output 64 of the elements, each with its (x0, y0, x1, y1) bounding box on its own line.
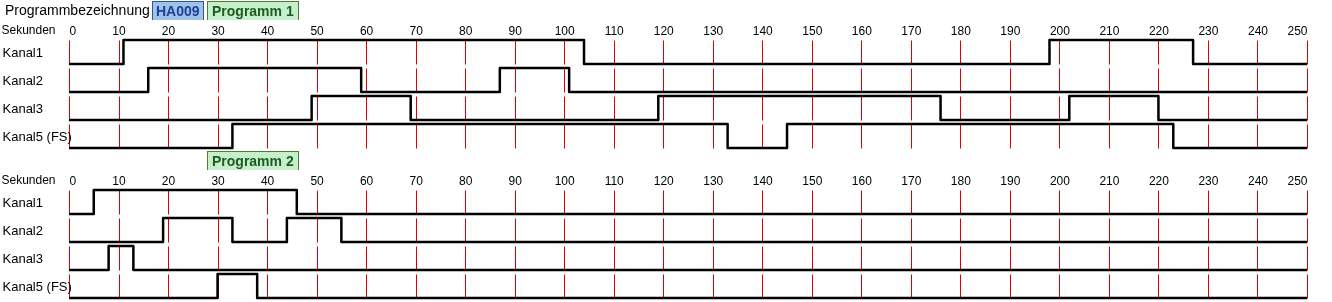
x-tick-label: 40 (260, 173, 275, 188)
x-tick-label: 60 (359, 173, 374, 188)
y-axis-title: Kanal1 (2, 44, 43, 60)
y-axis-title: Kanal2 (2, 222, 43, 238)
x-tick-label: 10 (112, 173, 127, 188)
x-tick-label: 230 (1198, 23, 1219, 38)
x-tick-label: 150 (802, 173, 823, 188)
x-tick-label: 120 (653, 23, 675, 38)
x-tick-label: 210 (1099, 173, 1120, 188)
x-tick-label: 90 (508, 23, 523, 38)
x-tick-label: 70 (409, 173, 424, 188)
x-tick-label: 160 (851, 173, 873, 188)
x-axis-title: Sekunden (1, 172, 56, 187)
y-axis-title: Kanal3 (2, 250, 43, 266)
x-tick-label: 210 (1099, 23, 1120, 38)
x-tick-label: 0 (69, 23, 77, 38)
x-tick-label: 170 (901, 173, 922, 188)
x-tick-label: 30 (211, 173, 226, 188)
chart-title: Programm 2 (207, 151, 299, 171)
y-axis-title: Kanal2 (2, 72, 43, 88)
x-tick-label: 130 (703, 173, 724, 188)
x-tick-label: 140 (752, 173, 774, 188)
x-tick-label: 50 (310, 173, 325, 188)
x-tick-label: 60 (359, 23, 374, 38)
x-tick-label: 130 (703, 23, 724, 38)
x-tick-label: 80 (458, 173, 473, 188)
x-tick-label: 100 (554, 23, 576, 38)
x-tick-label: 140 (752, 23, 774, 38)
chart-title: Programm 1 (207, 1, 299, 21)
x-tick-label: 250 (1287, 173, 1308, 188)
x-tick-label: 190 (1000, 173, 1021, 188)
text: Programmbezeichnung (4, 1, 151, 19)
text: HA009 (152, 1, 204, 21)
x-tick-label: 110 (604, 173, 625, 188)
x-tick-label: 190 (1000, 23, 1021, 38)
x-tick-label: 230 (1198, 173, 1219, 188)
x-tick-label: 180 (950, 173, 972, 188)
x-tick-label: 10 (112, 23, 127, 38)
x-tick-label: 250 (1287, 23, 1308, 38)
x-tick-label: 70 (409, 23, 424, 38)
x-tick-label: 120 (653, 173, 675, 188)
x-tick-label: 220 (1148, 23, 1170, 38)
x-tick-label: 170 (901, 23, 922, 38)
x-tick-label: 50 (310, 23, 325, 38)
x-axis-title: Sekunden (1, 22, 56, 37)
x-tick-label: 180 (950, 23, 972, 38)
x-tick-label: 110 (604, 23, 625, 38)
y-axis-title: Kanal1 (2, 194, 43, 210)
x-tick-label: 200 (1049, 23, 1071, 38)
x-tick-label: 80 (458, 23, 473, 38)
x-tick-label: 0 (69, 173, 77, 188)
x-tick-label: 40 (260, 23, 275, 38)
y-axis-title: Kanal3 (2, 100, 43, 116)
x-tick-label: 100 (554, 173, 576, 188)
x-tick-label: 240 (1247, 173, 1269, 188)
x-tick-label: 240 (1247, 23, 1269, 38)
x-tick-label: 150 (802, 23, 823, 38)
x-tick-label: 20 (161, 173, 176, 188)
x-tick-label: 160 (851, 23, 873, 38)
x-tick-label: 30 (211, 23, 226, 38)
x-tick-label: 20 (161, 23, 176, 38)
x-tick-label: 220 (1148, 173, 1170, 188)
x-tick-label: 90 (508, 173, 523, 188)
x-tick-label: 200 (1049, 173, 1071, 188)
